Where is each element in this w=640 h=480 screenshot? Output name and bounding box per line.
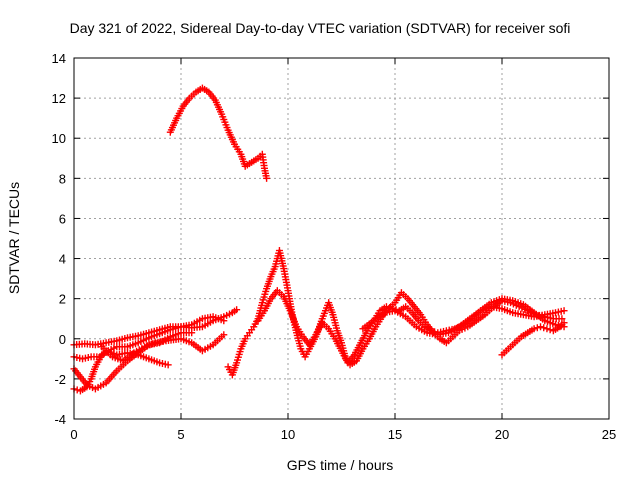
y-tick-label: 10 <box>52 131 66 146</box>
y-axis-label: SDTVAR / TECUs <box>6 182 22 294</box>
y-tick-label: 12 <box>52 91 66 106</box>
data-point-marker <box>543 325 551 333</box>
data-point-marker <box>233 306 241 314</box>
series-sat-f <box>166 84 271 182</box>
series-sat-g <box>224 247 566 379</box>
y-tick-label: 6 <box>59 211 66 226</box>
y-tick-label: 4 <box>59 252 66 267</box>
data-point-marker <box>263 174 271 182</box>
y-tick-label: 8 <box>59 171 66 186</box>
data-point-marker <box>560 319 568 327</box>
y-tick-label: 0 <box>59 332 66 347</box>
y-tick-label: -2 <box>54 372 66 387</box>
x-tick-label: 10 <box>281 427 295 442</box>
data-point-marker <box>164 361 172 369</box>
series-sat-e <box>98 331 228 365</box>
series-sat-j <box>498 319 568 359</box>
y-tick-label: 14 <box>52 51 66 66</box>
y-tick-label: -4 <box>54 412 66 427</box>
data-point-marker <box>537 323 545 331</box>
series-sat-d <box>70 347 172 395</box>
chart-title: Day 321 of 2022, Sidereal Day-to-day VTE… <box>70 20 571 36</box>
x-tick-label: 15 <box>388 427 402 442</box>
data-point-marker <box>220 317 228 325</box>
data-point-marker <box>560 307 568 315</box>
x-axis-label: GPS time / hours <box>287 457 394 473</box>
x-tick-label: 5 <box>177 427 184 442</box>
x-tick-label: 0 <box>70 427 77 442</box>
data-point-marker <box>188 329 196 337</box>
series-sat-i <box>359 303 568 339</box>
axis-ticks: 0 5 10 15 20 25 -4 -2 0 2 4 6 8 10 12 14 <box>52 51 617 442</box>
data-point-marker <box>530 325 538 333</box>
plot-frame <box>73 57 610 420</box>
data-point-marker <box>540 324 548 332</box>
x-tick-label: 25 <box>602 427 616 442</box>
data-points <box>70 84 568 395</box>
series-sat-b <box>70 313 228 363</box>
data-point-marker <box>533 324 541 332</box>
data-point-marker <box>558 315 566 323</box>
grid-lines <box>74 58 609 419</box>
x-tick-label: 20 <box>495 427 509 442</box>
y-tick-label: 2 <box>59 292 66 307</box>
data-point-marker <box>220 331 228 339</box>
